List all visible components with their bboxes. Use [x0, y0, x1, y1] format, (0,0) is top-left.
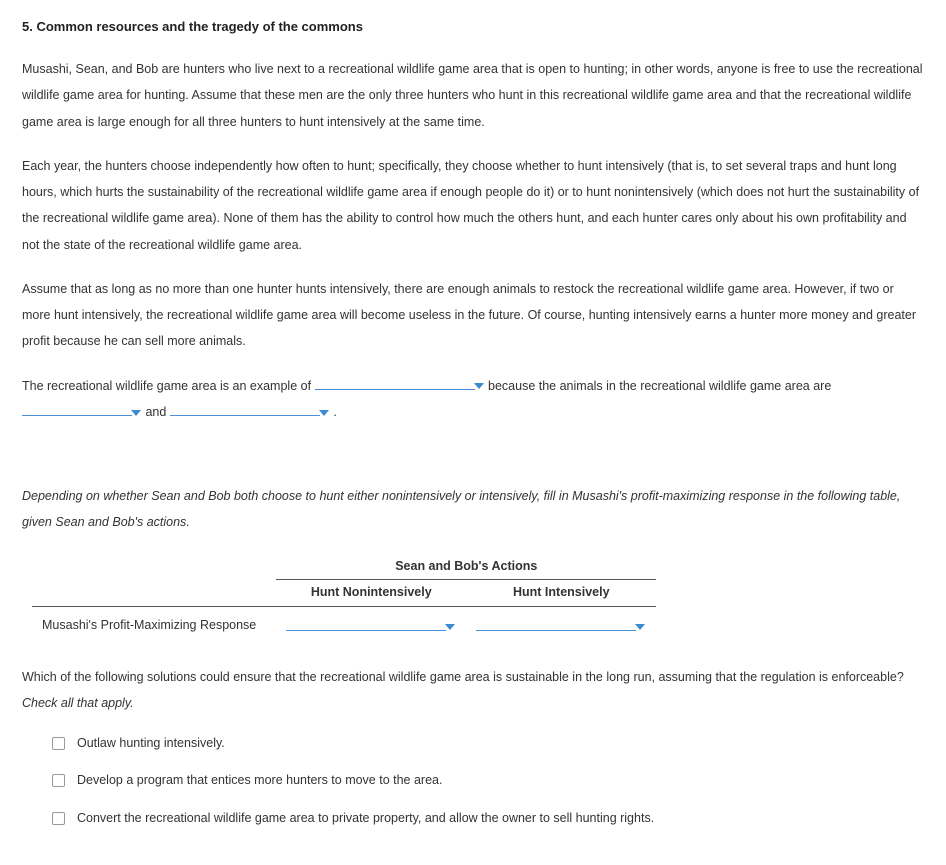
question-title: 5. Common resources and the tragedy of t… — [22, 18, 924, 36]
table-main-header: Sean and Bob's Actions — [276, 554, 656, 580]
dropdown-blank-3[interactable] — [170, 400, 320, 416]
checklist-question: Which of the following solutions could e… — [22, 664, 924, 717]
fill-text-mid: because the animals in the recreational … — [488, 379, 831, 393]
checkbox-icon[interactable] — [52, 812, 65, 825]
checklist: Outlaw hunting intensively. Develop a pr… — [52, 735, 924, 828]
chevron-down-icon[interactable] — [130, 408, 142, 418]
dropdown-response-intensive[interactable] — [476, 615, 636, 631]
check-option-a-label: Outlaw hunting intensively. — [77, 735, 225, 753]
table-col-2-header: Hunt Intensively — [466, 580, 656, 607]
fill-in-sentence: The recreational wildlife game area is a… — [22, 373, 924, 426]
checkbox-icon[interactable] — [52, 737, 65, 750]
checklist-hint: Check all that apply. — [22, 696, 134, 710]
table-instructions: Depending on whether Sean and Bob both c… — [22, 483, 924, 536]
chevron-down-icon[interactable] — [634, 622, 646, 632]
paragraph-1: Musashi, Sean, and Bob are hunters who l… — [22, 56, 924, 135]
fill-text-pre: The recreational wildlife game area is a… — [22, 379, 311, 393]
chevron-down-icon[interactable] — [473, 381, 485, 391]
table-row-label: Musashi's Profit-Maximizing Response — [32, 606, 276, 640]
chevron-down-icon[interactable] — [318, 408, 330, 418]
check-option-c[interactable]: Convert the recreational wildlife game a… — [52, 810, 924, 828]
paragraph-3: Assume that as long as no more than one … — [22, 276, 924, 355]
fill-text-and: and — [145, 405, 166, 419]
dropdown-blank-2[interactable] — [22, 400, 132, 416]
chevron-down-icon[interactable] — [444, 622, 456, 632]
response-table: Sean and Bob's Actions Hunt Nonintensive… — [32, 554, 924, 641]
check-option-c-label: Convert the recreational wildlife game a… — [77, 810, 654, 828]
checkbox-icon[interactable] — [52, 774, 65, 787]
dropdown-blank-1[interactable] — [315, 374, 475, 390]
table-col-1-header: Hunt Nonintensively — [276, 580, 466, 607]
checklist-question-text: Which of the following solutions could e… — [22, 670, 904, 684]
dropdown-response-nonintensive[interactable] — [286, 615, 446, 631]
check-option-a[interactable]: Outlaw hunting intensively. — [52, 735, 924, 753]
check-option-b[interactable]: Develop a program that entices more hunt… — [52, 772, 924, 790]
paragraph-2: Each year, the hunters choose independen… — [22, 153, 924, 258]
fill-text-period: . — [333, 405, 336, 419]
check-option-b-label: Develop a program that entices more hunt… — [77, 772, 442, 790]
